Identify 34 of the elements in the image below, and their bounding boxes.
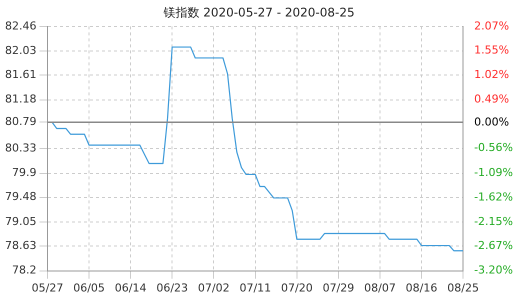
y2-tick-label: -0.56% bbox=[474, 141, 514, 154]
y2-tick-label: 0.49% bbox=[474, 92, 510, 106]
x-tick-label: 06/14 bbox=[114, 281, 146, 294]
x-tick-label: 05/27 bbox=[32, 281, 64, 294]
y-tick-label: 80.79 bbox=[4, 115, 36, 128]
x-tick-label: 08/25 bbox=[447, 281, 479, 294]
y-tick-label: 79.9 bbox=[12, 166, 36, 180]
y2-tick-label: 2.07% bbox=[474, 19, 510, 32]
x-tick-label: 07/11 bbox=[239, 281, 272, 294]
y2-tick-label: 1.02% bbox=[474, 68, 510, 81]
x-tick-label: 06/05 bbox=[73, 281, 105, 294]
x-tick-label: 08/07 bbox=[364, 281, 396, 294]
y-tick-label: 81.18 bbox=[4, 92, 36, 106]
y-tick-label: 81.61 bbox=[4, 68, 36, 82]
y2-tick-label: -2.15% bbox=[474, 214, 514, 228]
y2-tick-label: -1.09% bbox=[474, 166, 514, 179]
y-tick-label: 80.33 bbox=[4, 141, 36, 154]
x-tick-label: 07/29 bbox=[322, 281, 354, 294]
y-tick-label: 78.2 bbox=[12, 264, 36, 277]
y2-tick-label: -3.20% bbox=[474, 264, 514, 277]
y-tick-label: 79.48 bbox=[4, 190, 36, 204]
y-tick-label: 78.63 bbox=[4, 238, 36, 252]
y2-tick-label: 1.55% bbox=[474, 43, 510, 56]
x-tick-label: 08/16 bbox=[406, 281, 438, 294]
chart-title: 镁指数 2020-05-27 - 2020-08-25 bbox=[162, 5, 355, 20]
y2-tick-label: -1.62% bbox=[474, 190, 514, 204]
x-tick-label: 07/20 bbox=[280, 281, 313, 294]
y2-tick-label: 0.00% bbox=[474, 115, 510, 128]
y-tick-label: 82.46 bbox=[4, 19, 36, 32]
x-tick-label: 06/23 bbox=[156, 281, 188, 294]
y-tick-label: 82.03 bbox=[4, 44, 36, 57]
y2-tick-label: -2.67% bbox=[474, 239, 514, 252]
y-tick-label: 79.05 bbox=[4, 214, 36, 228]
x-tick-label: 07/02 bbox=[198, 281, 230, 294]
